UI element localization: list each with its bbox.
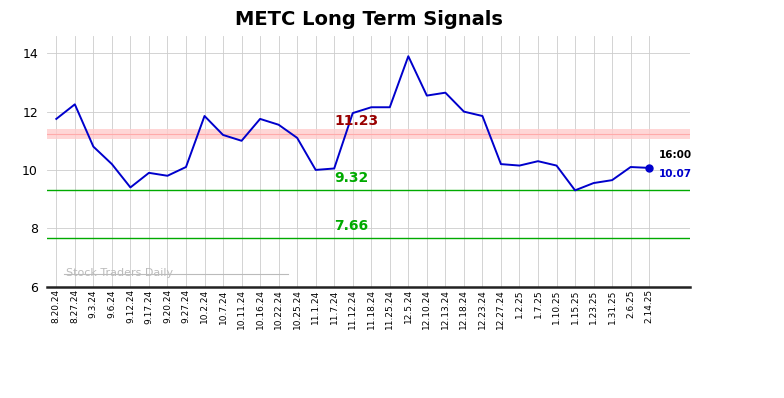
Text: 7.66: 7.66 — [334, 219, 368, 233]
Title: METC Long Term Signals: METC Long Term Signals — [234, 10, 503, 29]
Text: 9.32: 9.32 — [334, 170, 368, 185]
Text: Stock Traders Daily: Stock Traders Daily — [66, 268, 172, 278]
Text: 10.07: 10.07 — [659, 170, 691, 179]
Text: 16:00: 16:00 — [659, 150, 691, 160]
Bar — [47, 129, 690, 139]
Text: 11.23: 11.23 — [334, 114, 379, 128]
